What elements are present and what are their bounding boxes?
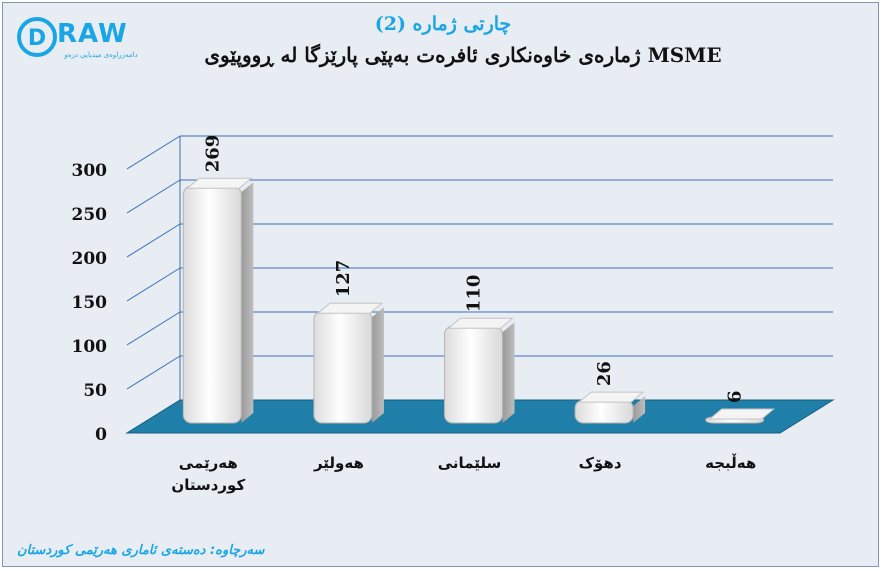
gridline-side xyxy=(126,355,181,390)
logo-tagline: دامەزراوەی میدیایی درەو xyxy=(64,51,138,59)
bar-top xyxy=(577,391,645,403)
bar xyxy=(705,408,776,424)
logo-word: RAW xyxy=(57,19,128,49)
bar-front xyxy=(444,325,503,424)
x-tick-label: هەڵبجە xyxy=(705,453,756,472)
x-tick-label: کوردستان xyxy=(171,476,245,494)
y-tick-label: 150 xyxy=(72,293,108,313)
x-tick-label: دهۆک xyxy=(579,454,622,472)
gridline-side xyxy=(126,267,181,302)
x-tick-label: هەرێمی xyxy=(179,454,238,472)
data-label: 26 xyxy=(594,361,615,386)
data-label: 6 xyxy=(725,390,746,403)
bar xyxy=(182,177,254,424)
bar-top xyxy=(185,177,253,189)
draw-logo-icon: D xyxy=(17,17,57,57)
data-label: 110 xyxy=(464,275,485,313)
bar-side xyxy=(502,322,515,423)
logo-letter: D xyxy=(28,26,46,51)
gridline-side xyxy=(126,223,181,258)
bar xyxy=(313,302,384,424)
bar xyxy=(444,317,515,424)
data-label: 127 xyxy=(333,260,354,298)
bar-top xyxy=(708,408,776,420)
gridline-side xyxy=(126,179,181,214)
bar-side xyxy=(633,396,646,423)
bar-top xyxy=(316,302,384,314)
bar-side xyxy=(241,182,254,423)
source-note: سەرچاوە: دەستەی ئاماری هەرێمی کوردستان xyxy=(17,543,265,558)
y-tick-label: 0 xyxy=(95,425,107,445)
y-tick-label: 300 xyxy=(72,161,108,181)
bar-side xyxy=(371,307,384,423)
gridline-side xyxy=(126,135,181,170)
x-tick-label: هەولێر xyxy=(313,454,364,472)
chart-title: چارتی ژمارە (2) xyxy=(374,13,512,35)
x-tick-label: سلێمانی xyxy=(438,454,502,472)
y-tick-label: 100 xyxy=(72,337,108,357)
y-tick-label: 250 xyxy=(72,205,108,225)
chart-subtitle: ژمارەی خاوەنکاری ئافرەت بەپێی پارێزگا لە… xyxy=(204,43,722,67)
y-tick-label: 50 xyxy=(83,381,107,401)
gridline-side xyxy=(126,311,181,346)
bar-front xyxy=(182,185,242,424)
bar-top xyxy=(447,317,514,329)
y-tick-label: 200 xyxy=(72,249,108,269)
draw-logo: D RAW دامەزراوەی میدیایی درەو xyxy=(17,17,149,61)
bar-front xyxy=(574,399,634,424)
bar xyxy=(574,391,646,424)
bar-chart: 0 50 100 150 200 250 300 269 هەرێمی کوردستان 127 هە… xyxy=(72,135,835,494)
bar-front xyxy=(313,310,373,424)
data-label: 269 xyxy=(202,135,223,173)
